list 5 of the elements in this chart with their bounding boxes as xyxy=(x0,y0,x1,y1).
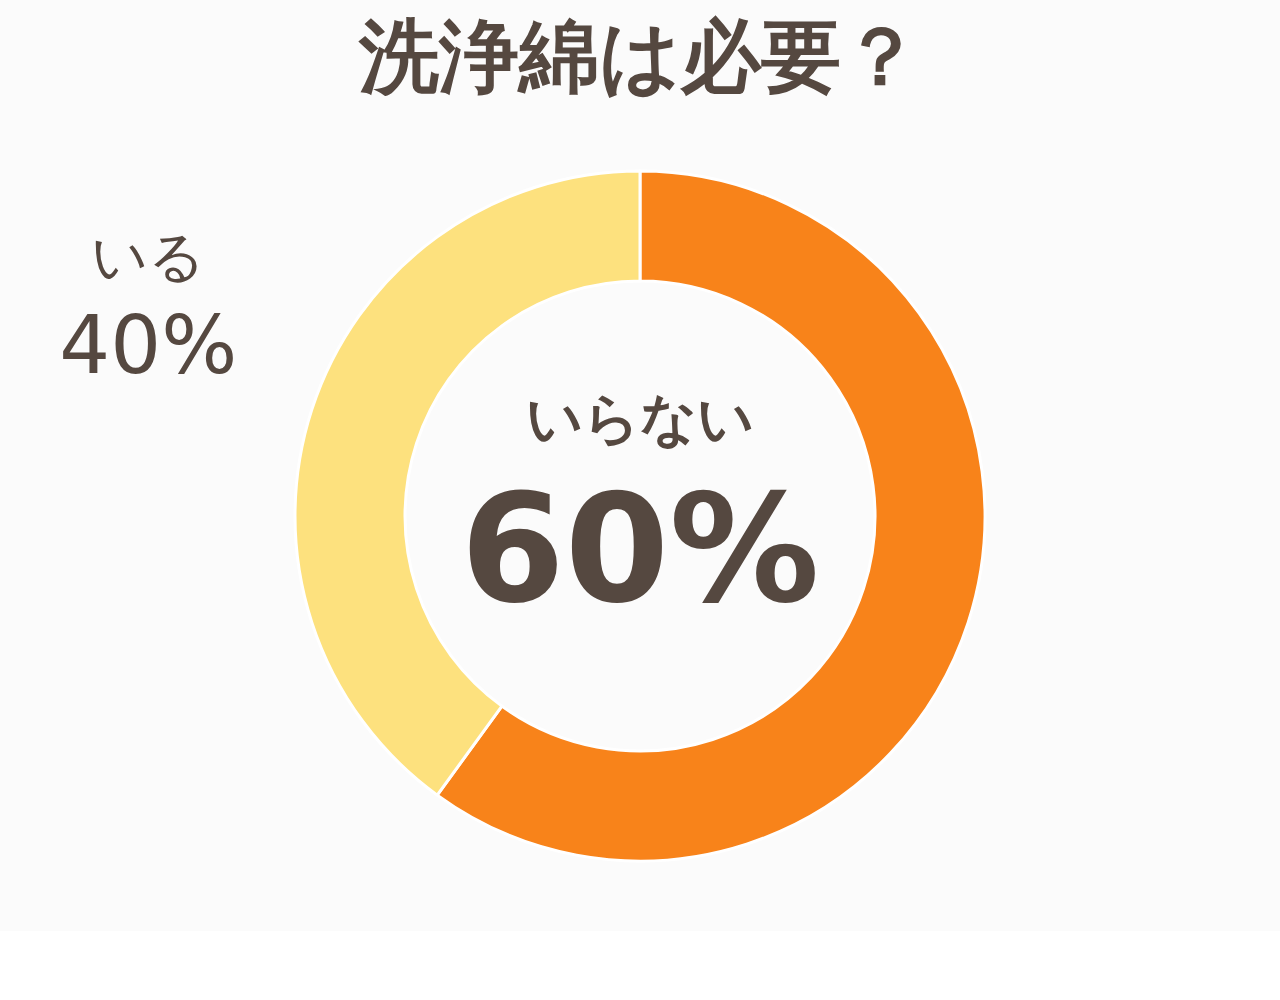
chart-title: 洗浄綿は必要？ xyxy=(358,10,921,103)
data-label: 40% xyxy=(59,299,238,393)
data-label: 60% xyxy=(460,462,820,636)
slice-label: いらない xyxy=(526,386,754,451)
slice-label: いる xyxy=(91,224,206,290)
